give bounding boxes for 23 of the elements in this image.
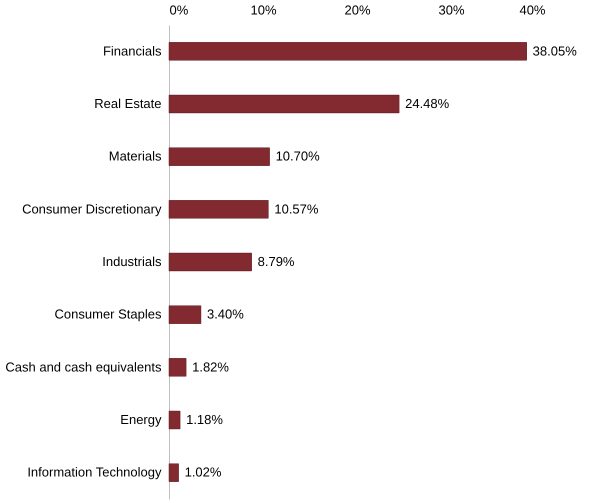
y-tick-label: Information Technology	[27, 464, 162, 480]
y-tick-label: Consumer Staples	[54, 306, 162, 322]
x-tick-label: 40%	[519, 2, 546, 18]
y-tick-label: Materials	[108, 148, 162, 164]
data-label: 1.18%	[186, 412, 224, 427]
y-tick-label: Cash and cash equivalents	[5, 359, 162, 374]
data-label: 10.70%	[276, 148, 320, 164]
data-label: 24.48%	[405, 96, 450, 111]
y-tick-label: Energy	[120, 412, 162, 427]
y-tick-label: Consumer Discretionary	[22, 201, 162, 216]
x-tick-label: 30%	[438, 2, 465, 18]
x-tick-label: 10%	[250, 2, 277, 18]
data-label: 1.02%	[184, 464, 222, 480]
y-tick-label: Financials	[102, 43, 162, 58]
data-label: 10.57%	[274, 201, 319, 216]
data-label: 3.40%	[206, 306, 244, 322]
data-label: 8.79%	[258, 254, 295, 269]
data-label: 38.05%	[532, 43, 578, 58]
x-tick-label: 20%	[344, 2, 371, 18]
data-label: 1.82%	[192, 359, 230, 374]
y-tick-label: Real Estate	[94, 96, 162, 111]
y-tick-label: Industrials	[102, 254, 162, 269]
x-tick-label: 0%	[170, 2, 189, 18]
